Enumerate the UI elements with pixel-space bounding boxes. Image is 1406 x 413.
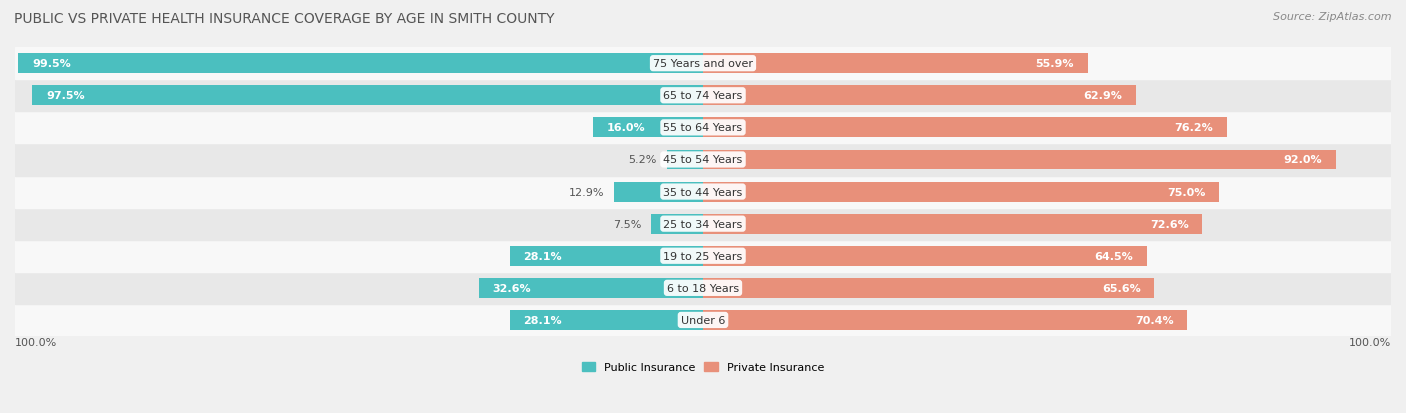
Text: 65 to 74 Years: 65 to 74 Years [664, 91, 742, 101]
Text: 28.1%: 28.1% [523, 315, 562, 325]
Text: Source: ZipAtlas.com: Source: ZipAtlas.com [1274, 12, 1392, 22]
Text: 75 Years and over: 75 Years and over [652, 59, 754, 69]
Text: 6 to 18 Years: 6 to 18 Years [666, 283, 740, 293]
Bar [703, 246, 1147, 266]
Bar [703, 310, 1187, 330]
Bar [593, 118, 703, 138]
Bar [32, 86, 703, 106]
Text: Under 6: Under 6 [681, 315, 725, 325]
Text: 7.5%: 7.5% [613, 219, 641, 229]
Bar [651, 214, 703, 234]
Bar [15, 80, 1391, 112]
Text: 70.4%: 70.4% [1135, 315, 1174, 325]
Text: 55.9%: 55.9% [1035, 59, 1074, 69]
Text: 16.0%: 16.0% [606, 123, 645, 133]
Bar [15, 208, 1391, 240]
Bar [614, 182, 703, 202]
Bar [18, 54, 703, 74]
Text: 92.0%: 92.0% [1284, 155, 1322, 165]
Bar [703, 86, 1136, 106]
Text: 64.5%: 64.5% [1094, 251, 1133, 261]
Text: 12.9%: 12.9% [568, 187, 605, 197]
Text: 65.6%: 65.6% [1102, 283, 1140, 293]
Text: 28.1%: 28.1% [523, 251, 562, 261]
Text: 100.0%: 100.0% [15, 337, 58, 347]
Text: 5.2%: 5.2% [628, 155, 657, 165]
Text: 32.6%: 32.6% [492, 283, 531, 293]
Bar [703, 150, 1336, 170]
Text: 99.5%: 99.5% [32, 59, 70, 69]
Bar [509, 246, 703, 266]
Bar [15, 240, 1391, 272]
Text: 72.6%: 72.6% [1150, 219, 1188, 229]
Text: 62.9%: 62.9% [1083, 91, 1122, 101]
Bar [15, 48, 1391, 80]
Bar [703, 214, 1202, 234]
Bar [15, 144, 1391, 176]
Bar [15, 176, 1391, 208]
Legend: Public Insurance, Private Insurance: Public Insurance, Private Insurance [578, 358, 828, 377]
Bar [703, 278, 1154, 298]
Text: 76.2%: 76.2% [1175, 123, 1213, 133]
Bar [703, 182, 1219, 202]
Text: 75.0%: 75.0% [1167, 187, 1205, 197]
Text: 19 to 25 Years: 19 to 25 Years [664, 251, 742, 261]
Text: 100.0%: 100.0% [1348, 337, 1391, 347]
Text: 45 to 54 Years: 45 to 54 Years [664, 155, 742, 165]
Bar [509, 310, 703, 330]
Text: 97.5%: 97.5% [46, 91, 84, 101]
Text: PUBLIC VS PRIVATE HEALTH INSURANCE COVERAGE BY AGE IN SMITH COUNTY: PUBLIC VS PRIVATE HEALTH INSURANCE COVER… [14, 12, 554, 26]
Bar [15, 304, 1391, 336]
Text: 25 to 34 Years: 25 to 34 Years [664, 219, 742, 229]
Text: 55 to 64 Years: 55 to 64 Years [664, 123, 742, 133]
Bar [15, 112, 1391, 144]
Bar [15, 272, 1391, 304]
Bar [703, 54, 1088, 74]
Bar [703, 118, 1227, 138]
Text: 35 to 44 Years: 35 to 44 Years [664, 187, 742, 197]
Bar [668, 150, 703, 170]
Bar [478, 278, 703, 298]
